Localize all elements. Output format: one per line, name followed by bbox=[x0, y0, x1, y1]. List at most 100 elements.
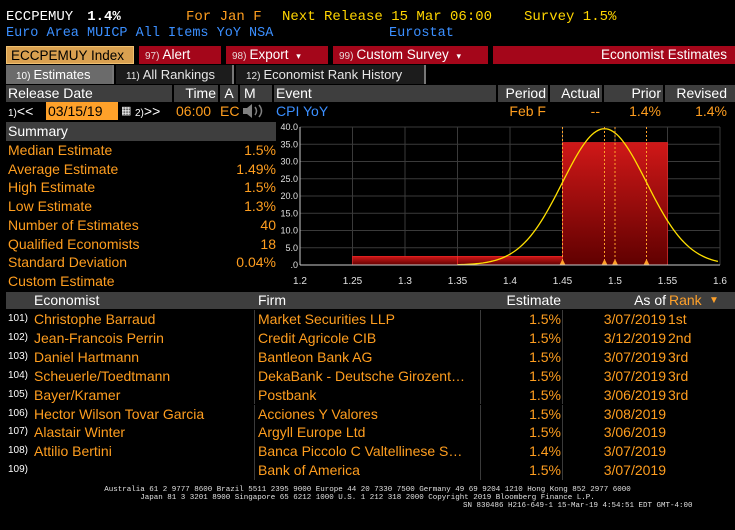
release-date-input[interactable]: 03/15/19 bbox=[46, 102, 118, 120]
as-of-date: 3/07/2019 bbox=[603, 348, 666, 365]
sort-desc-icon[interactable]: ▼ bbox=[709, 295, 719, 306]
table-row[interactable]: 106) Hector Wilson Tovar Garcia Acciones Y… bbox=[6, 405, 735, 424]
tab-economist-rank-history[interactable]: 12) Economist Rank History bbox=[236, 65, 426, 84]
event-prior: 1.4% bbox=[629, 103, 661, 119]
column-divider bbox=[562, 385, 563, 405]
marker-triangle bbox=[643, 259, 650, 265]
economist-name[interactable]: Bayer/Kramer bbox=[34, 386, 121, 403]
x-tick-label: 1.2 bbox=[293, 276, 307, 287]
estimate-value: 1.5% bbox=[529, 348, 561, 365]
x-tick-label: 1.55 bbox=[658, 276, 678, 287]
economist-name[interactable]: Scheuerle/Toedtmann bbox=[34, 367, 171, 384]
x-tick-label: 1.3 bbox=[398, 276, 412, 287]
column-divider bbox=[562, 366, 563, 386]
firm-name[interactable]: Bank of America bbox=[258, 462, 360, 479]
tab-all-rankings[interactable]: 11) All Rankings bbox=[116, 65, 234, 84]
as-of-date: 3/07/2019 bbox=[603, 462, 666, 479]
x-tick-label: 1.45 bbox=[553, 276, 573, 287]
col-as-of[interactable]: As of bbox=[634, 292, 666, 308]
table-row[interactable]: 101) Christophe Barraud Market Securities … bbox=[6, 310, 735, 329]
firm-name[interactable]: Postbank bbox=[258, 386, 317, 403]
col-time[interactable]: Time bbox=[174, 85, 218, 102]
firm-name[interactable]: Acciones Y Valores bbox=[258, 405, 378, 422]
survey-value: Survey 1.5% bbox=[524, 9, 617, 25]
firm-name[interactable]: Market Securities LLP bbox=[258, 311, 395, 327]
table-row[interactable]: 102) Jean-Francois Perrin Credit Agricole … bbox=[6, 329, 735, 348]
firm-name[interactable]: Argyll Europe Ltd bbox=[258, 424, 366, 441]
economist-estimates-label: Economist Estimates bbox=[493, 46, 735, 64]
economist-name[interactable]: Alastair Winter bbox=[34, 424, 126, 441]
col-economist[interactable]: Economist bbox=[34, 292, 100, 308]
speaker-icon[interactable] bbox=[240, 102, 272, 120]
row-index: 107) bbox=[8, 426, 29, 438]
rank-value: 2nd bbox=[668, 329, 692, 346]
next-release-button[interactable]: 2)>> bbox=[135, 103, 161, 119]
event-actual: -- bbox=[590, 103, 600, 119]
summary-row: Median Estimate 1.5% bbox=[8, 142, 276, 158]
summary-row[interactable]: Custom Estimate bbox=[8, 272, 115, 289]
table-row[interactable]: 104) Scheuerle/Toedtmann DekaBank - Deutsc… bbox=[6, 367, 735, 386]
summary-row: Low Estimate 1.3% bbox=[8, 198, 276, 215]
economist-name[interactable]: Christophe Barraud bbox=[34, 311, 156, 327]
chevron-down-icon: ▾ bbox=[456, 51, 462, 61]
summary-row: High Estimate 1.5% bbox=[8, 179, 276, 196]
firm-name[interactable]: Credit Agricole CIB bbox=[258, 329, 377, 346]
firm-name[interactable]: Banca Piccolo C Valtellinese S… bbox=[258, 443, 463, 460]
table-row[interactable]: 103) Daniel Hartmann Bantleon Bank AG 1.5% 3… bbox=[6, 348, 735, 367]
calendar-icon[interactable]: ▦ bbox=[121, 105, 132, 117]
summary-row: Average Estimate 1.49% bbox=[8, 160, 276, 177]
y-tick-label: 20.0 bbox=[280, 191, 298, 201]
col-firm[interactable]: Firm bbox=[258, 292, 286, 308]
economist-name[interactable]: Jean-Francois Perrin bbox=[34, 329, 164, 346]
economist-name[interactable]: Daniel Hartmann bbox=[34, 348, 140, 365]
footer-line: Australia 61 2 9777 8600 Brazil 5511 239… bbox=[104, 486, 631, 494]
column-divider bbox=[254, 347, 255, 367]
economist-name[interactable]: Attilio Bertini bbox=[34, 443, 112, 460]
y-tick-label: 10.0 bbox=[280, 226, 298, 236]
ticker: ECCPEMUY bbox=[6, 9, 74, 25]
col-estimate[interactable]: Estimate bbox=[506, 292, 561, 308]
col-rank[interactable]: Rank bbox=[669, 292, 702, 308]
row-index: 103) bbox=[8, 350, 29, 362]
col-period[interactable]: Period bbox=[498, 85, 548, 102]
custom-survey-button[interactable]: 99) Custom Survey ▾ bbox=[333, 46, 488, 64]
alert-button[interactable]: 97) Alert bbox=[139, 46, 221, 64]
col-revised[interactable]: Revised bbox=[665, 85, 735, 102]
table-row[interactable]: 107) Alastair Winter Argyll Europe Ltd 1.5%… bbox=[6, 423, 735, 442]
table-row[interactable]: 109) Bank of America 1.5% 3/07/2019 bbox=[6, 461, 735, 480]
prev-release-button[interactable]: 1)<< bbox=[8, 103, 34, 119]
marker-triangle bbox=[601, 259, 608, 265]
col-release-date[interactable]: Release Date bbox=[6, 85, 172, 102]
export-button[interactable]: 98) Export ▾ bbox=[226, 46, 328, 64]
col-a[interactable]: A bbox=[220, 85, 238, 102]
column-divider bbox=[480, 461, 481, 481]
event-revised: 1.4% bbox=[695, 103, 727, 119]
event-name[interactable]: CPI YoY bbox=[276, 103, 329, 119]
security-header: ECCPEMUY 1.4% For Jan F Next Release 15 M… bbox=[6, 9, 616, 25]
next-release: Next Release 15 Mar 06:00 bbox=[282, 9, 493, 25]
summary-title: Summary bbox=[6, 122, 276, 141]
action-bar: ECCPEMUY Index 97) Alert 98) Export ▾ 99) C… bbox=[0, 46, 735, 64]
col-actual[interactable]: Actual bbox=[550, 85, 602, 102]
security-field[interactable]: ECCPEMUY Index bbox=[6, 46, 134, 64]
firm-name[interactable]: Bantleon Bank AG bbox=[258, 348, 373, 365]
col-event[interactable]: Event bbox=[274, 85, 496, 102]
column-divider bbox=[254, 442, 255, 462]
firm-name[interactable]: DekaBank - Deutsche Girozent… bbox=[258, 367, 465, 384]
col-prior[interactable]: Prior bbox=[604, 85, 663, 102]
table-row[interactable]: 108) Attilio Bertini Banca Piccolo C Valte… bbox=[6, 442, 735, 461]
column-divider bbox=[254, 310, 255, 329]
economist-name[interactable]: Hector Wilson Tovar Garcia bbox=[34, 405, 205, 422]
source: Eurostat bbox=[389, 26, 454, 41]
tab-estimates[interactable]: 10) Estimates bbox=[6, 65, 114, 84]
security-description: Euro Area MUICP All Items YoY NSA Eurost… bbox=[6, 26, 454, 41]
marker-triangle bbox=[559, 259, 566, 265]
table-row[interactable]: 105) Bayer/Kramer Postbank 1.5% 3/06/2019 3rd bbox=[6, 386, 735, 405]
col-m[interactable]: M bbox=[240, 85, 272, 102]
release-time: 06:00 bbox=[176, 103, 212, 119]
row-index: 105) bbox=[8, 388, 29, 400]
country-code: EC bbox=[220, 103, 240, 119]
rank-value: 3rd bbox=[668, 367, 689, 384]
estimate-value: 1.5% bbox=[529, 367, 561, 384]
column-divider bbox=[562, 461, 563, 481]
